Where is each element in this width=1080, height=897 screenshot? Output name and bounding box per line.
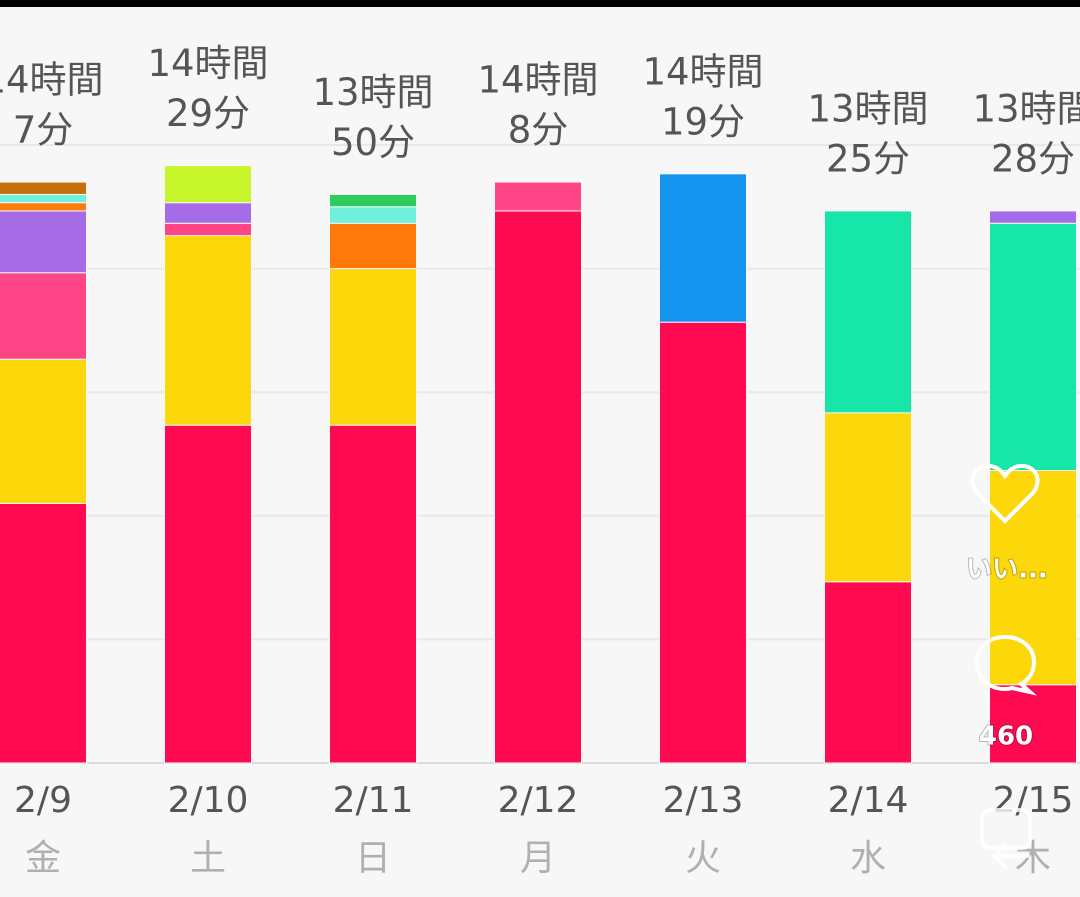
x-tick-label: 2/12 [498, 780, 579, 821]
bar-segment [329, 206, 417, 224]
total-label: 14時間 [477, 59, 598, 102]
x-tick-label: 2/14 [828, 780, 909, 821]
bar-segment [329, 424, 417, 764]
weekday-label: 月 [520, 838, 556, 879]
total-label: 14時間 [147, 42, 268, 85]
bar-segment [824, 210, 912, 414]
bar-segment [0, 181, 87, 195]
total-label: 19分 [661, 100, 745, 143]
bar-segment [824, 412, 912, 583]
bar-segment [494, 181, 582, 212]
bar-segment [164, 202, 252, 224]
back-icon[interactable] [991, 842, 1030, 870]
bar-segment [329, 193, 417, 208]
bar-segment [989, 469, 1077, 686]
bar-segment [0, 193, 87, 204]
total-label: 28分 [991, 137, 1075, 180]
total-label: 13時間 [312, 71, 433, 114]
bar-segment [329, 268, 417, 426]
weekday-label: 水 [850, 838, 886, 879]
like-button[interactable]: いい... [965, 463, 1049, 586]
weekday-label: 日 [355, 838, 391, 879]
bar-segment [0, 272, 87, 360]
total-label: 50分 [331, 121, 415, 164]
share-button[interactable] [980, 808, 1032, 870]
bar-segment [0, 358, 87, 504]
x-tick-label: 2/11 [333, 780, 414, 821]
x-tick-label: 2/13 [663, 780, 744, 821]
bar-segment [989, 684, 1077, 764]
weekday-label: 金 [25, 838, 61, 879]
total-label: 25分 [826, 137, 910, 180]
comment-icon[interactable] [974, 634, 1038, 696]
bar-segment [164, 235, 252, 426]
comment-count: 460 [979, 722, 1033, 752]
weekday-label: 木 [1015, 838, 1051, 879]
top-edge [0, 0, 1080, 7]
x-tick-label: 2/15 [993, 780, 1074, 821]
repost-icon[interactable] [980, 808, 1032, 850]
bar-segment [989, 222, 1077, 471]
total-label: 13時間 [807, 87, 928, 130]
bar-segment [989, 210, 1077, 224]
weekday-label: 火 [685, 838, 721, 879]
total-label: 7分 [13, 109, 74, 152]
total-label: 14時間 [642, 50, 763, 93]
bar-segment [659, 173, 747, 323]
total-label: 13時間 [972, 87, 1080, 130]
bar-segment [164, 165, 252, 204]
total-label: 29分 [166, 92, 250, 135]
heart-icon[interactable] [970, 463, 1040, 524]
bar-segment [824, 581, 912, 764]
comment-button[interactable]: 460 [974, 634, 1038, 753]
bar-segment [164, 424, 252, 764]
total-label: 8分 [508, 109, 569, 152]
x-tick-label: 2/9 [14, 780, 72, 821]
bar-segment [0, 502, 87, 764]
bar-segment [0, 202, 87, 212]
bar-segment [164, 222, 252, 237]
bar-segment [0, 210, 87, 274]
like-label: いい... [966, 555, 1048, 585]
x-tick-label: 2/10 [168, 780, 249, 821]
bar-segment [329, 222, 417, 270]
plot: 14時間 7分 2/9 金 14時間 29分 2/10 土 13時間 50分 2/11 日 14時間 8分… [0, 42, 1080, 879]
bar-segment [494, 210, 582, 764]
total-label: 14時間 [0, 59, 104, 102]
weekday-label: 土 [190, 838, 226, 879]
bar-segment [659, 321, 747, 764]
